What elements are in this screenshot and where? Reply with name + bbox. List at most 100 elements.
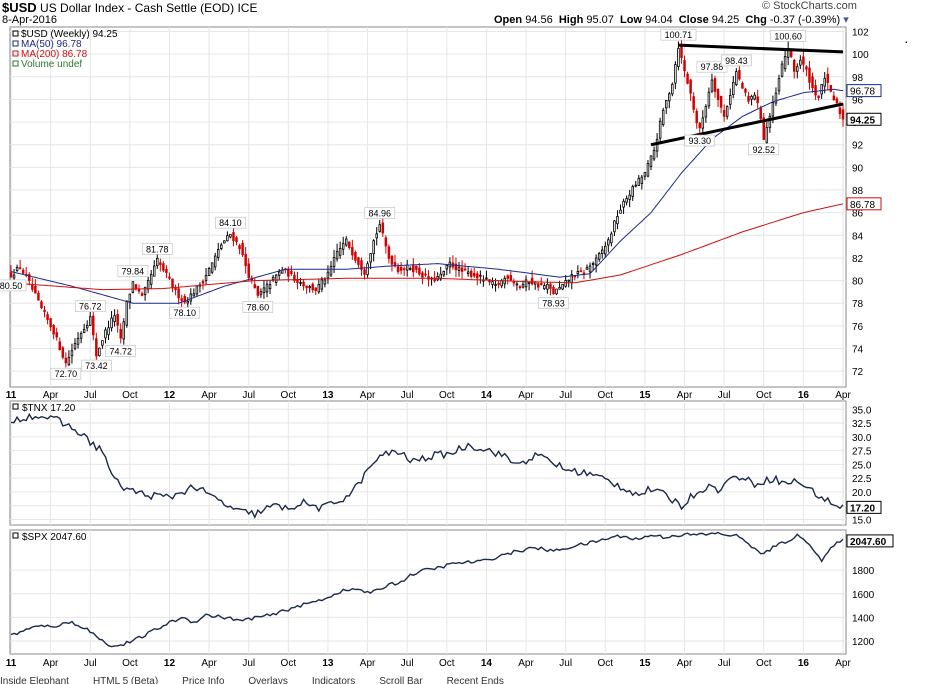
candle-body — [378, 224, 382, 232]
candle-body — [140, 293, 144, 296]
candle-body — [357, 257, 360, 265]
candle-body — [95, 338, 98, 357]
x-tick-label: Jul — [242, 390, 255, 401]
candle-body — [52, 325, 55, 335]
candle-body — [372, 240, 375, 255]
candle-body — [488, 279, 491, 283]
price-annotation: 98.43 — [725, 56, 748, 66]
x-tick-label: 11 — [6, 658, 17, 669]
x-tick-label: Jul — [401, 658, 414, 669]
candle-body — [131, 281, 135, 293]
candle-body — [149, 274, 153, 285]
price-annotation: 72.70 — [55, 369, 78, 379]
spx-legend: $SPX 2047.60 — [22, 532, 87, 543]
price-annotation: 79.84 — [122, 266, 145, 276]
tnx-last-tag-box — [846, 500, 882, 514]
candle-body — [689, 79, 692, 94]
candle-body — [122, 321, 126, 340]
price-annotation: 100.60 — [774, 31, 802, 41]
candle-body — [823, 77, 826, 87]
bottom-toolbar-item[interactable]: Price Info — [182, 676, 225, 684]
candle-body — [634, 184, 638, 187]
chart-date: 8-Apr-2016 — [2, 14, 58, 26]
candle-body — [244, 253, 247, 267]
candle-body — [735, 71, 738, 85]
candle-body — [649, 155, 653, 167]
candle-body — [829, 84, 833, 92]
bottom-toolbar-item[interactable]: HTML 5 (Beta) — [92, 676, 159, 684]
candle-body — [223, 240, 226, 244]
candle-body — [674, 64, 677, 84]
candle-body — [302, 281, 305, 287]
candle-body — [454, 263, 458, 271]
candle-body — [744, 88, 747, 93]
candle-body — [21, 269, 25, 274]
candle-body — [777, 78, 781, 92]
bottom-toolbar-item[interactable]: Inside Elephant — [0, 676, 69, 684]
price-annotation-box — [721, 54, 752, 67]
price-annotation: 80.50 — [0, 281, 22, 291]
bottom-toolbar-item[interactable]: Indicators — [311, 676, 356, 684]
candle-body — [683, 60, 686, 72]
x-tick-label: Jul — [718, 390, 731, 401]
x-tick-label: 11 — [6, 390, 17, 401]
candle-body — [494, 284, 497, 286]
spx-line — [10, 531, 844, 648]
candle-body — [728, 94, 732, 105]
tnx-legend: $TNX 17.20 — [22, 403, 76, 414]
candle-body — [415, 265, 418, 270]
bottom-toolbar-item[interactable]: Recent Ends — [446, 676, 504, 684]
candle-body — [479, 274, 482, 277]
candle-body — [686, 73, 689, 84]
candle-body — [640, 176, 644, 184]
candle-body — [192, 293, 196, 297]
candle-body — [290, 270, 293, 275]
candle-body — [421, 272, 424, 278]
legend-entry: MA(200) 86.78 — [21, 49, 88, 60]
x-tick-label: Apr — [43, 390, 59, 401]
ma200-last-tag: 86.78 — [850, 200, 875, 211]
price-annotation-box — [215, 216, 246, 229]
candle-body — [265, 283, 269, 293]
candle-body — [543, 285, 546, 290]
x-tick-label: Apr — [201, 390, 217, 401]
ma200-last-tag-box — [846, 197, 882, 211]
candle-body — [146, 279, 150, 290]
candle-body — [329, 265, 333, 276]
y-tick-label: 30.0 — [852, 433, 872, 444]
y-tick-label: 78 — [852, 299, 864, 310]
candle-body — [796, 66, 799, 72]
candle-body — [445, 264, 449, 270]
candle-body — [588, 265, 592, 273]
candle-body — [152, 265, 156, 277]
candle-body — [189, 293, 193, 302]
candle-body — [55, 332, 58, 338]
candle-body — [76, 337, 80, 345]
candle-body — [765, 127, 769, 143]
candle-body — [594, 257, 598, 266]
candle-body — [369, 253, 372, 263]
x-tick-label: Apr — [835, 390, 851, 401]
candle-body — [156, 257, 159, 267]
candle-body — [341, 243, 345, 250]
y-tick-label: 27.5 — [852, 447, 872, 458]
candle-body — [253, 284, 257, 289]
candle-body — [366, 263, 369, 276]
bottom-toolbar-item[interactable]: Overlays — [248, 676, 288, 684]
x-tick-label: Jul — [559, 390, 572, 401]
candle-body — [646, 163, 650, 177]
close-label: Close — [678, 14, 709, 26]
bottom-toolbar-item[interactable]: Scroll Bar — [379, 676, 423, 684]
candle-body — [460, 267, 464, 272]
panel-frame-tnx — [9, 400, 847, 526]
dropdown-triangle-icon[interactable]: ▾ — [843, 14, 849, 26]
candle-body — [524, 279, 528, 288]
candle-body — [802, 56, 805, 65]
candle-body — [238, 245, 241, 250]
price-annotation-box — [74, 300, 106, 313]
y-tick-label: 100 — [852, 50, 869, 61]
y-tick-label: 82 — [852, 254, 864, 265]
candle-body — [622, 200, 625, 208]
candle-body — [323, 279, 327, 285]
spx-last-tag: 2047.60 — [850, 537, 887, 548]
